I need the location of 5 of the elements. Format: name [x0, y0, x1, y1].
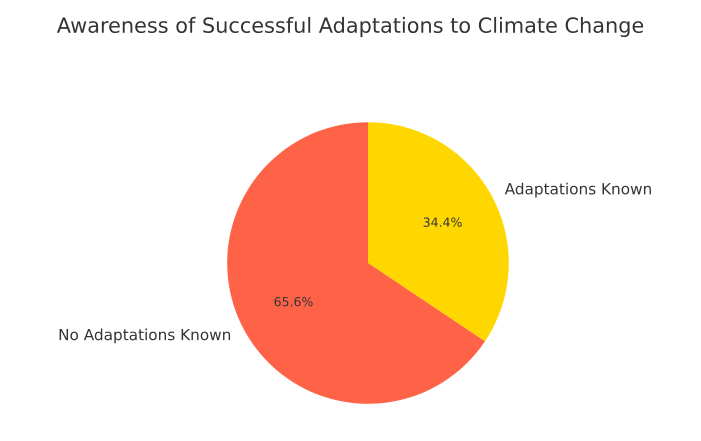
slice-label: No Adaptations Known: [60, 328, 230, 344]
slice-label: Adaptations Known: [504, 182, 651, 198]
data-label: 34.4%: [424, 217, 462, 227]
chart-title: Awareness of Successful Adaptations to Climate Change: [56, 16, 644, 38]
data-label: 65.6%: [274, 296, 313, 306]
